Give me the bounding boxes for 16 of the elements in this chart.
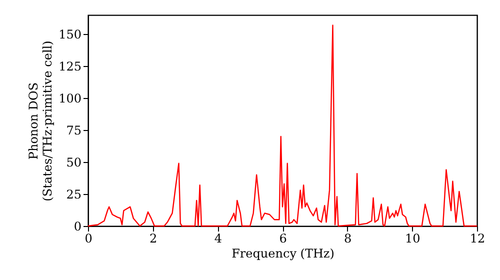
- y-tick-label: 50: [66, 156, 82, 170]
- x-axis-title: Frequency (THz): [232, 246, 334, 260]
- y-tick-label: 100: [58, 92, 82, 106]
- x-tick-label: 10: [405, 232, 420, 246]
- x-tick-label: 2: [150, 232, 158, 246]
- y-tick-label: 150: [58, 28, 82, 42]
- x-tick-label: 0: [84, 232, 92, 246]
- x-tick-label: 8: [344, 232, 352, 246]
- y-axis-title: Phonon DOS (States/THz·primitive cell): [26, 40, 55, 202]
- y-tick-label: 75: [66, 124, 82, 138]
- x-tick-label: 6: [279, 232, 287, 246]
- y-tick-label: 125: [58, 60, 82, 74]
- x-tick-label: 12: [470, 232, 486, 246]
- y-tick-label: 25: [66, 188, 82, 202]
- y-tick-label: 0: [74, 220, 82, 234]
- x-tick-label: 4: [214, 232, 222, 246]
